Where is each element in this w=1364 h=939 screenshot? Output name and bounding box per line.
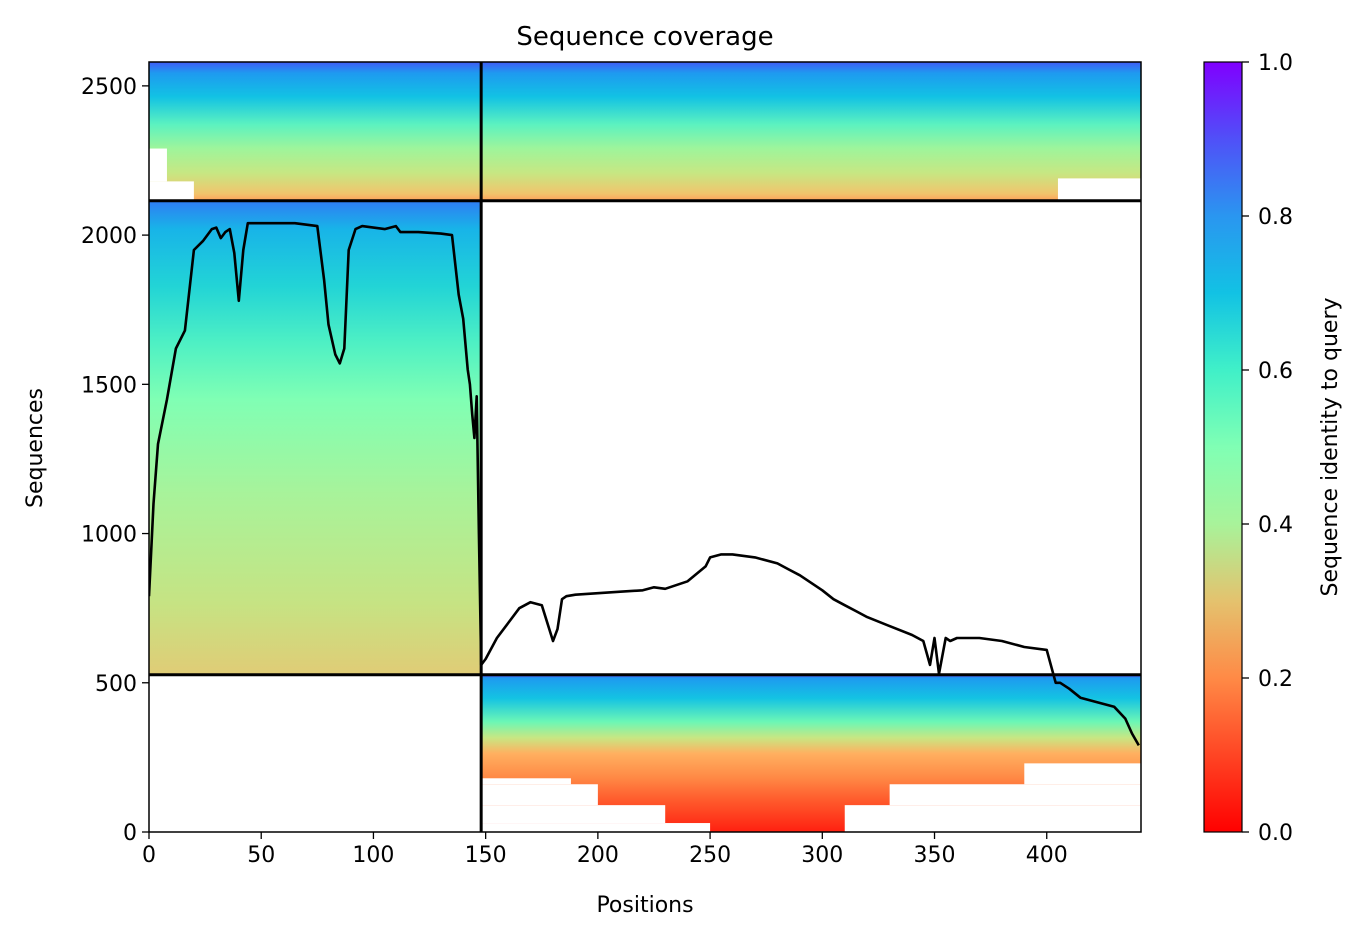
alignment-gap bbox=[1057, 178, 1141, 201]
heatmap-block bbox=[149, 62, 1141, 201]
heatmap-blocks bbox=[149, 62, 1141, 832]
colorbar-tick-label: 0.2 bbox=[1258, 667, 1293, 692]
colorbar-tick-label: 0.4 bbox=[1258, 513, 1293, 538]
colorbar-tick-label: 1.0 bbox=[1258, 51, 1293, 76]
alignment-gap bbox=[481, 778, 571, 785]
chart-title: Sequence coverage bbox=[516, 22, 773, 52]
alignment-gap bbox=[481, 784, 598, 806]
y-tick-label: 1500 bbox=[81, 373, 137, 398]
alignment-gap bbox=[149, 148, 167, 182]
y-tick-label: 2500 bbox=[81, 75, 137, 100]
x-tick-label: 350 bbox=[914, 843, 956, 868]
y-tick-label: 1000 bbox=[81, 523, 137, 548]
colorbar-ticks: 0.0 0.2 0.4 0.6 0.8 1.0 bbox=[1242, 51, 1293, 846]
y-axis-ticks: 0 500 1000 1500 2000 2500 bbox=[81, 75, 149, 846]
y-tick-label: 0 bbox=[123, 821, 137, 846]
x-axis-ticks: 0 50 100 150 200 250 300 350 400 bbox=[142, 832, 1068, 868]
alignment-gap bbox=[149, 181, 194, 201]
x-tick-label: 250 bbox=[689, 843, 731, 868]
x-tick-label: 300 bbox=[801, 843, 843, 868]
x-tick-label: 400 bbox=[1026, 843, 1068, 868]
heatmap-block bbox=[149, 200, 482, 675]
colorbar bbox=[1203, 61, 1243, 833]
colorbar-label: Sequence identity to query bbox=[1318, 297, 1343, 596]
colorbar-tick-label: 0.0 bbox=[1258, 821, 1293, 846]
x-tick-label: 150 bbox=[465, 843, 507, 868]
x-tick-label: 0 bbox=[142, 843, 156, 868]
x-tick-label: 50 bbox=[247, 843, 275, 868]
y-tick-label: 500 bbox=[95, 672, 137, 697]
alignment-gap bbox=[844, 805, 1141, 832]
colorbar-tick-label: 0.6 bbox=[1258, 359, 1293, 384]
y-axis-label: Sequences bbox=[23, 388, 48, 508]
colorbar-tick-label: 0.8 bbox=[1258, 205, 1293, 230]
alignment-gap bbox=[889, 784, 1141, 806]
alignment-gap bbox=[1024, 763, 1141, 785]
x-tick-label: 200 bbox=[577, 843, 619, 868]
alignment-gap bbox=[481, 823, 711, 832]
x-axis-label: Positions bbox=[596, 893, 693, 918]
plot-frame bbox=[148, 61, 1142, 833]
coverage-line-layer bbox=[149, 221, 1140, 747]
coverage-line bbox=[149, 221, 1140, 747]
y-tick-label: 2000 bbox=[81, 224, 137, 249]
x-tick-label: 100 bbox=[352, 843, 394, 868]
alignment-gap bbox=[481, 805, 666, 824]
